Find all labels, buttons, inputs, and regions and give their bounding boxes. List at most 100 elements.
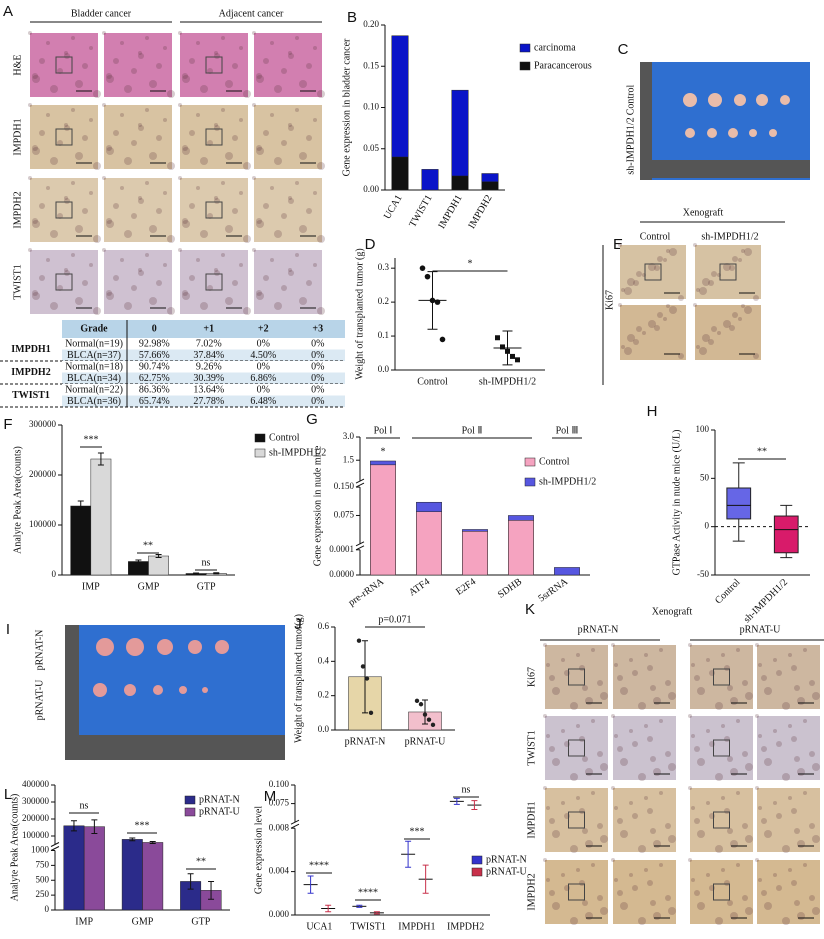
table-cell: 0% — [257, 361, 270, 372]
texture — [755, 714, 759, 718]
row-label: Ki67 — [526, 667, 537, 687]
tumor — [749, 129, 757, 137]
texture — [214, 123, 218, 127]
texture — [552, 758, 560, 766]
texture — [138, 51, 142, 55]
texture — [564, 670, 570, 676]
y-tick-label: 0.2 — [378, 296, 389, 306]
texture — [585, 840, 593, 848]
texture — [178, 248, 182, 252]
texture — [200, 157, 208, 165]
texture — [288, 268, 292, 272]
texture — [564, 813, 570, 819]
y-tick-label: 0.100 — [269, 779, 290, 789]
texture — [659, 719, 663, 723]
y-tick-label: 0 — [52, 569, 57, 579]
texture — [317, 235, 325, 243]
micrograph — [30, 250, 98, 314]
micrograph — [620, 305, 686, 360]
micrograph — [104, 250, 172, 314]
texture — [657, 256, 663, 262]
texture — [715, 845, 723, 853]
texture — [71, 181, 75, 185]
texture — [706, 801, 710, 805]
bar — [70, 505, 92, 576]
texture — [688, 643, 692, 647]
texture — [797, 912, 805, 920]
y-tick-label: 200000 — [22, 813, 50, 823]
texture — [145, 181, 149, 185]
texture — [263, 58, 269, 64]
texture — [576, 796, 580, 800]
texture — [744, 306, 752, 314]
texture — [761, 818, 767, 824]
texture — [809, 823, 815, 829]
micrograph — [690, 716, 753, 780]
legend-label: sh-IMPDH1/2 — [269, 447, 326, 458]
texture — [561, 658, 565, 662]
micrograph — [545, 860, 608, 924]
texture — [200, 302, 208, 310]
texture — [138, 270, 144, 276]
table-cell: 92.98% — [139, 338, 170, 349]
texture — [644, 796, 648, 800]
texture — [252, 248, 256, 252]
error-bar — [373, 911, 380, 915]
texture — [50, 85, 58, 93]
texture — [666, 304, 670, 308]
texture — [809, 751, 815, 757]
section-title: Xenograft — [683, 207, 724, 218]
texture — [755, 643, 759, 647]
texture — [131, 285, 137, 291]
texture — [812, 763, 820, 771]
texture — [797, 768, 805, 776]
texture — [75, 297, 83, 305]
error-bar — [91, 819, 98, 834]
texture — [711, 326, 717, 332]
texture — [178, 31, 182, 35]
texture — [717, 331, 721, 335]
texture — [706, 873, 710, 877]
micrograph — [104, 105, 172, 169]
texture — [306, 135, 312, 141]
bar — [83, 826, 105, 911]
sd-bar — [427, 271, 438, 330]
inset-box — [205, 128, 223, 146]
texture — [28, 176, 32, 180]
texture — [274, 230, 282, 238]
y-tick-label: 200000 — [29, 469, 57, 479]
error-bar — [70, 820, 77, 832]
x-tick-label: TWIST1 — [407, 193, 434, 229]
annotation: p=0.071 — [378, 614, 411, 625]
texture — [657, 312, 663, 318]
legend-label: Control — [539, 456, 570, 467]
texture — [138, 268, 142, 272]
texture — [295, 253, 299, 257]
texture — [138, 196, 142, 200]
micrograph — [180, 250, 248, 314]
row-label: Control — [625, 85, 636, 116]
micrograph — [757, 860, 820, 924]
texture — [145, 253, 149, 257]
table-cell: 30.39% — [193, 373, 224, 384]
texture — [124, 157, 132, 165]
texture — [745, 907, 753, 915]
y-tick-label: 100 — [696, 424, 710, 434]
micrograph — [30, 105, 98, 169]
texture — [729, 325, 735, 331]
texture — [564, 741, 570, 747]
legend-swatch — [471, 855, 483, 865]
texture — [647, 736, 653, 742]
x-tick-label: Control — [713, 577, 743, 607]
texture — [317, 307, 325, 315]
texture — [788, 724, 792, 728]
texture — [163, 263, 167, 267]
texture — [647, 665, 653, 671]
inset-box — [205, 201, 223, 219]
y-tick-label: 0.004 — [269, 866, 290, 876]
texture — [617, 890, 623, 896]
texture — [156, 208, 162, 214]
bar — [391, 156, 409, 191]
data-point — [356, 638, 362, 643]
texture — [196, 186, 200, 190]
